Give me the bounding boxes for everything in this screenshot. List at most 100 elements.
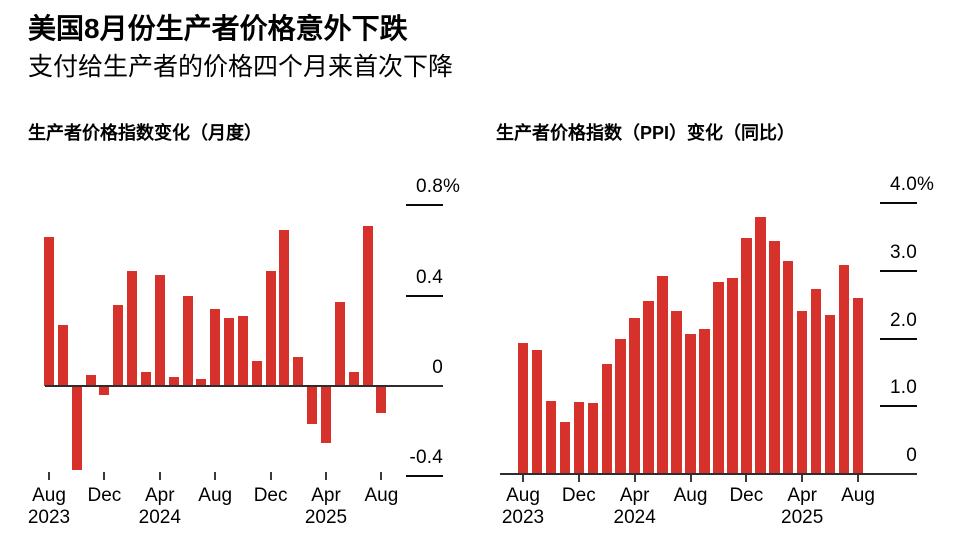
bar-jan-2025 <box>755 216 766 474</box>
x-axis-label-apr-20: Apr <box>787 485 817 506</box>
bar-aug-2024 <box>210 309 221 386</box>
y-axis-label-3-0: 3.0 <box>889 241 917 263</box>
bar-may-2024 <box>643 301 654 474</box>
y-axis-label-0-4: 0.4 <box>415 266 443 288</box>
bar-oct-2024 <box>237 315 248 386</box>
bar-apr-2024 <box>629 318 640 474</box>
x-tick-mark-dec-4 <box>103 472 106 480</box>
x-axis-label-dec-4: Dec <box>561 485 596 506</box>
y-axis-label-2-0: 2.0 <box>889 309 917 331</box>
bar-oct-2023 <box>545 400 557 474</box>
x-axis-label-aug-12: Aug <box>198 485 233 506</box>
bar-aug-2023 <box>517 343 529 474</box>
x-axis-label-aug-0: Aug <box>32 485 66 506</box>
y-gridline-1-0 <box>880 405 917 408</box>
bar-aug-2025 <box>852 297 864 474</box>
x-axis-label-apr-20: Apr <box>311 485 341 506</box>
x-tick-mark-apr-8 <box>633 475 636 482</box>
bar-mar-2025 <box>782 260 794 474</box>
bar-oct-2023 <box>71 386 82 470</box>
x-axis-label-apr-8: Apr <box>619 485 650 506</box>
bar-nov-2024 <box>251 361 262 386</box>
bar-sep-2023 <box>57 324 68 386</box>
y-gridline-4-0 <box>880 202 917 204</box>
y-axis-label-0-8: 0.8% <box>415 176 461 198</box>
bar-apr-2025 <box>321 386 331 443</box>
x-axis-zero-line <box>500 473 917 475</box>
bar-jan-2024 <box>587 402 599 474</box>
y-axis-label-0-4: -0.4 <box>409 447 443 469</box>
x-axis-year-2025: 2025 <box>781 507 824 528</box>
x-axis-year-2023: 2023 <box>501 507 545 528</box>
bar-feb-2025 <box>769 240 780 474</box>
x-axis-label-aug-24: Aug <box>364 485 399 506</box>
bar-may-2025 <box>334 302 345 386</box>
bar-jun-2025 <box>348 372 359 386</box>
x-axis-year-2025: 2025 <box>304 507 348 528</box>
bar-may-2025 <box>810 289 822 474</box>
x-axis-label-dec-16: Dec <box>729 485 764 506</box>
x-axis-year-2024: 2024 <box>138 507 181 528</box>
bar-may-2024 <box>168 376 179 386</box>
y-axis-label-0: 0 <box>906 445 917 466</box>
bar-dec-2024 <box>741 238 752 474</box>
bar-jul-2025 <box>838 264 850 474</box>
bar-mar-2024 <box>140 372 151 386</box>
bar-feb-2024 <box>601 363 612 474</box>
bar-feb-2024 <box>127 270 138 386</box>
percent-sign: % <box>917 174 935 195</box>
x-tick-mark-dec-4 <box>577 475 580 482</box>
monthly-chart-title: 生产者价格指数变化（月度） <box>28 123 262 143</box>
y-gridline-3-0 <box>880 269 917 272</box>
bar-jun-2024 <box>182 295 193 386</box>
bar-aug-2025 <box>376 386 387 414</box>
bar-jun-2025 <box>824 314 836 474</box>
bar-apr-2025 <box>796 311 808 474</box>
x-tick-mark-apr-8 <box>158 472 161 480</box>
x-tick-mark-dec-16 <box>269 472 272 480</box>
x-axis-label-apr-8: Apr <box>145 485 175 506</box>
y-gridline-0-4 <box>406 475 443 478</box>
x-axis-zero-line <box>45 385 443 387</box>
x-tick-mark-dec-16 <box>745 475 748 482</box>
x-axis-label-dec-4: Dec <box>87 485 122 506</box>
bar-jul-2024 <box>196 379 207 386</box>
bar-jan-2025 <box>279 230 290 386</box>
bar-dec-2024 <box>265 270 276 386</box>
bar-nov-2024 <box>727 277 738 474</box>
x-tick-mark-aug-24 <box>380 472 383 480</box>
percent-sign: % <box>443 176 461 198</box>
bar-oct-2024 <box>713 281 724 474</box>
bar-nov-2023 <box>85 374 96 386</box>
x-tick-mark-aug-24 <box>857 475 860 482</box>
bar-feb-2025 <box>293 356 304 386</box>
page-subtitle: 支付给生产者的价格四个月来首次下降 <box>28 53 454 81</box>
bar-apr-2024 <box>154 275 165 386</box>
page-title: 美国8月份生产者价格意外下跌 <box>28 13 408 44</box>
bar-jan-2024 <box>113 304 124 386</box>
x-axis-label-aug-0: Aug <box>506 485 540 506</box>
x-tick-mark-apr-20 <box>801 475 804 482</box>
x-axis-label-aug-24: Aug <box>841 485 875 506</box>
bar-dec-2023 <box>99 386 110 396</box>
y-gridline-0-8 <box>406 204 443 207</box>
bar-sep-2024 <box>699 329 710 474</box>
bar-mar-2024 <box>615 339 626 474</box>
bar-nov-2023 <box>559 421 571 474</box>
y-gridline-0-4 <box>406 294 443 297</box>
y-gridline-2-0 <box>880 337 917 340</box>
bar-jul-2025 <box>362 225 373 386</box>
bar-dec-2023 <box>573 402 585 474</box>
bar-jun-2024 <box>657 276 668 474</box>
x-tick-mark-aug-12 <box>689 475 692 482</box>
y-axis-label-1-0: 1.0 <box>889 377 917 399</box>
y-axis-label-4-0: 4.0% <box>889 174 935 195</box>
x-axis-year-2023: 2023 <box>27 507 71 528</box>
x-axis-year-2024: 2024 <box>613 507 656 528</box>
x-axis-label-aug-12: Aug <box>673 485 708 506</box>
y-axis-label-0: 0 <box>432 357 443 378</box>
x-tick-mark-aug-12 <box>214 472 217 480</box>
